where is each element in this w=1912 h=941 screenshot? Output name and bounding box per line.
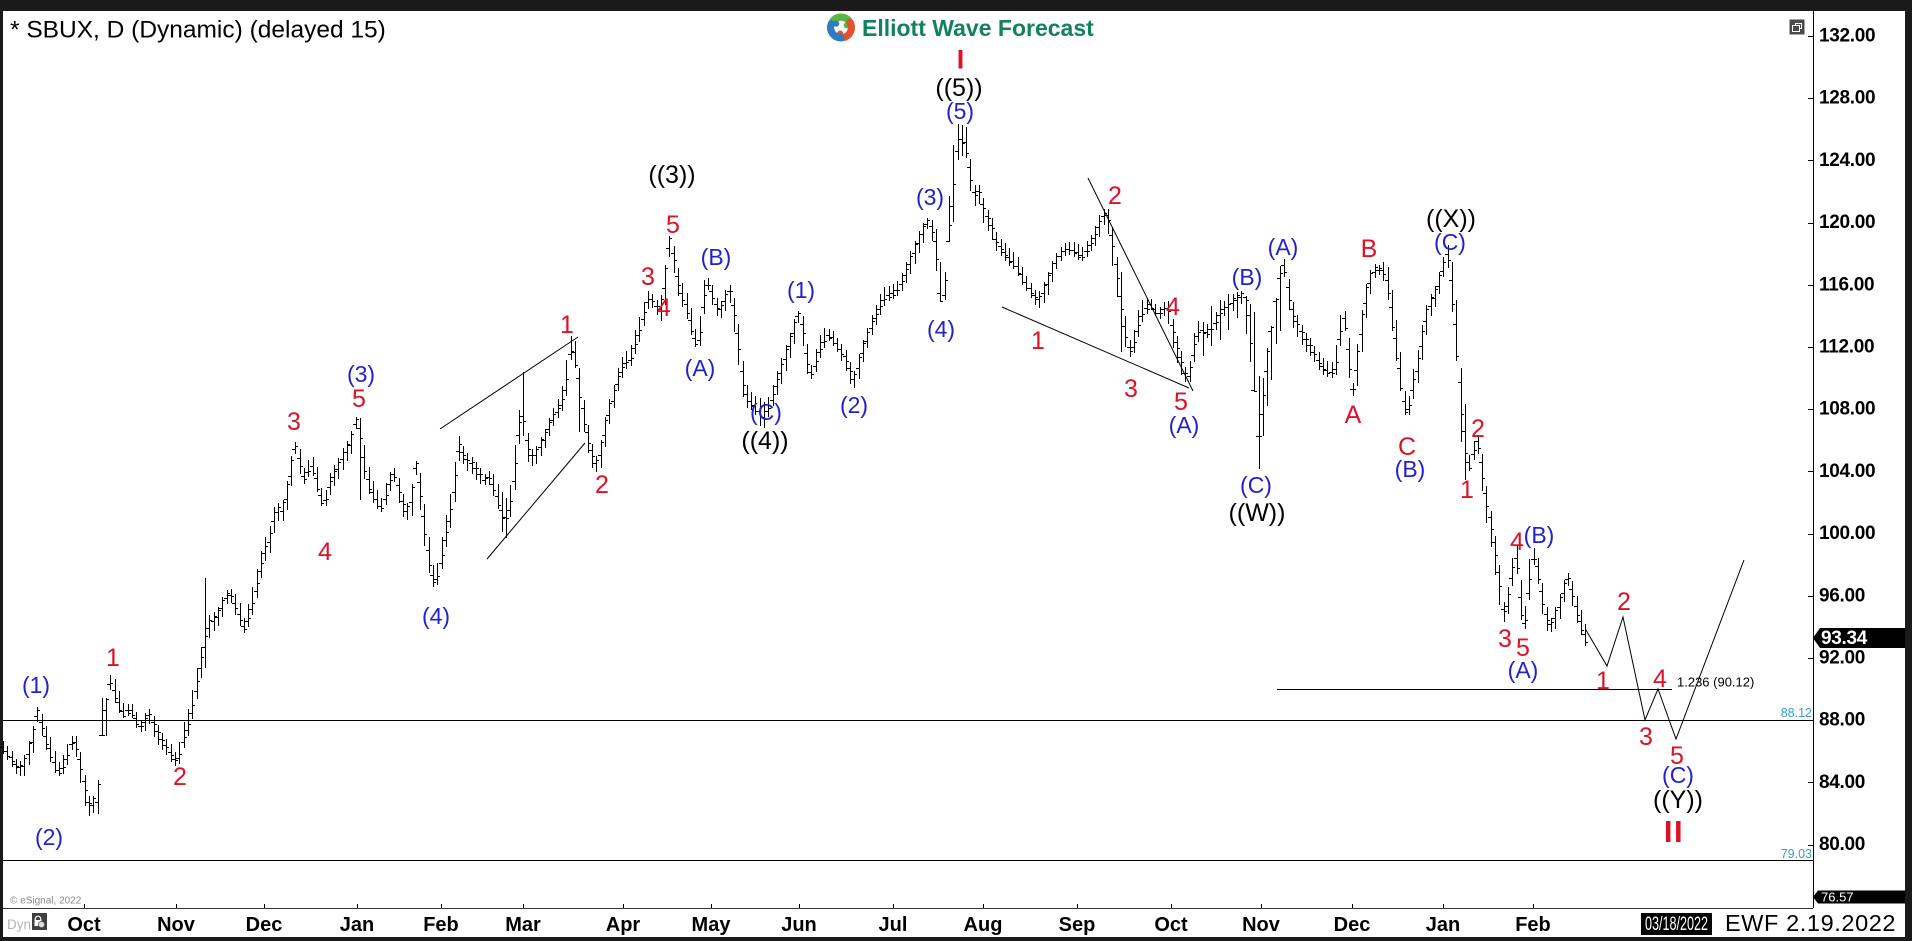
svg-text:(1): (1) [787,277,815,303]
svg-text:(A): (A) [1508,657,1539,683]
svg-text:96.00: 96.00 [1819,585,1865,606]
svg-text:((X)): ((X)) [1426,205,1476,233]
svg-text:1: 1 [1460,476,1474,504]
svg-text:(2): (2) [840,392,868,418]
svg-text:1: 1 [106,644,120,672]
svg-text:2: 2 [1617,588,1631,616]
svg-text:4: 4 [657,294,671,322]
svg-text:1: 1 [1596,667,1610,695]
svg-text:Feb: Feb [423,914,459,936]
svg-text:2: 2 [595,471,609,499]
svg-text:2: 2 [1471,415,1485,443]
svg-text:2: 2 [173,763,187,791]
svg-text:(1): (1) [22,672,50,698]
svg-text:(B): (B) [701,244,732,270]
svg-text:5: 5 [352,385,366,413]
svg-text:2: 2 [1108,182,1122,210]
svg-text:(A): (A) [1169,412,1200,438]
svg-text:(4): (4) [927,316,955,342]
svg-text:4: 4 [1510,528,1524,556]
svg-text:112.00: 112.00 [1819,337,1874,358]
svg-text:(C): (C) [1662,762,1694,788]
svg-text:92.00: 92.00 [1819,648,1865,669]
svg-text:* SBUX, D (Dynamic) (delayed 1: * SBUX, D (Dynamic) (delayed 15) [10,17,386,44]
svg-text:B: B [1361,235,1378,263]
svg-text:108.00: 108.00 [1819,399,1875,420]
svg-text:5: 5 [1516,634,1530,662]
svg-text:II: II [1664,814,1684,849]
svg-text:4: 4 [1166,293,1180,321]
svg-text:(B): (B) [1232,264,1263,290]
svg-text:(B): (B) [1395,456,1426,482]
svg-text:((Y)): ((Y)) [1653,786,1703,814]
svg-text:Nov: Nov [1242,914,1281,936]
svg-text:Mar: Mar [505,914,541,936]
svg-text:Nov: Nov [157,914,196,936]
svg-text:((4)): ((4)) [741,427,788,455]
svg-text:© eSignal, 2022: © eSignal, 2022 [10,896,82,907]
svg-text:Oct: Oct [67,914,101,936]
svg-text:88.12: 88.12 [1781,706,1812,720]
svg-text:3: 3 [1639,723,1653,751]
svg-text:Jun: Jun [781,914,817,936]
svg-text:5: 5 [666,211,680,239]
svg-text:(A): (A) [685,355,716,381]
svg-text:116.00: 116.00 [1819,274,1874,295]
svg-text:5: 5 [1670,742,1684,770]
svg-text:93.34: 93.34 [1821,628,1868,649]
svg-text:(A): (A) [1268,234,1299,260]
svg-text:Jan: Jan [1426,914,1460,936]
svg-text:100.00: 100.00 [1819,523,1875,544]
svg-text:3: 3 [287,408,301,436]
svg-text:3: 3 [1498,625,1512,653]
svg-text:May: May [692,914,732,936]
svg-text:(4): (4) [422,603,450,629]
svg-text:132.00: 132.00 [1819,26,1875,47]
svg-text:((3)): ((3)) [648,161,695,189]
svg-text:79.03: 79.03 [1781,847,1812,861]
svg-text:(C): (C) [1434,229,1466,255]
svg-text:76.57: 76.57 [1821,890,1854,905]
svg-text:104.00: 104.00 [1819,461,1875,482]
svg-text:Sep: Sep [1059,914,1096,936]
svg-text:(C): (C) [750,399,782,425]
svg-text:124.00: 124.00 [1819,150,1875,171]
svg-text:(3): (3) [347,361,375,387]
svg-text:Feb: Feb [1515,914,1551,936]
svg-text:1: 1 [1031,327,1045,355]
svg-text:80.00: 80.00 [1819,834,1865,855]
svg-text:I: I [957,45,965,75]
svg-text:A: A [1345,401,1362,429]
svg-text:Elliott Wave Forecast: Elliott Wave Forecast [862,15,1094,41]
svg-text:((5)): ((5)) [935,74,982,102]
svg-text:Oct: Oct [1154,914,1188,936]
svg-text:4: 4 [1653,665,1667,693]
svg-text:Dec: Dec [246,914,283,936]
svg-text:1.236 (90.12): 1.236 (90.12) [1677,675,1754,690]
svg-text:Apr: Apr [606,914,641,936]
svg-text:4: 4 [318,538,332,566]
svg-text:(B): (B) [1524,522,1555,548]
svg-text:88.00: 88.00 [1819,710,1865,731]
svg-text:Jul: Jul [879,914,908,936]
svg-text:C: C [1398,433,1416,461]
svg-text:Jan: Jan [340,914,374,936]
svg-text:(2): (2) [35,824,63,850]
svg-text:Dyn: Dyn [7,917,31,932]
svg-text:Aug: Aug [964,914,1003,936]
svg-text:5: 5 [1174,388,1188,416]
svg-text:Dec: Dec [1334,914,1371,936]
svg-text:120.00: 120.00 [1819,212,1875,233]
svg-text:128.00: 128.00 [1819,88,1875,109]
svg-text:((W)): ((W)) [1229,499,1286,527]
svg-text:EWF 2.19.2022: EWF 2.19.2022 [1725,910,1896,936]
svg-text:03/18/2022: 03/18/2022 [1645,914,1708,935]
svg-text:(C): (C) [1240,472,1272,498]
svg-text:84.00: 84.00 [1819,772,1865,793]
svg-text:3: 3 [1124,375,1138,403]
svg-text:1: 1 [560,311,574,339]
svg-text:(3): (3) [916,184,944,210]
svg-text:3: 3 [641,263,655,291]
svg-text:(5): (5) [946,98,974,124]
